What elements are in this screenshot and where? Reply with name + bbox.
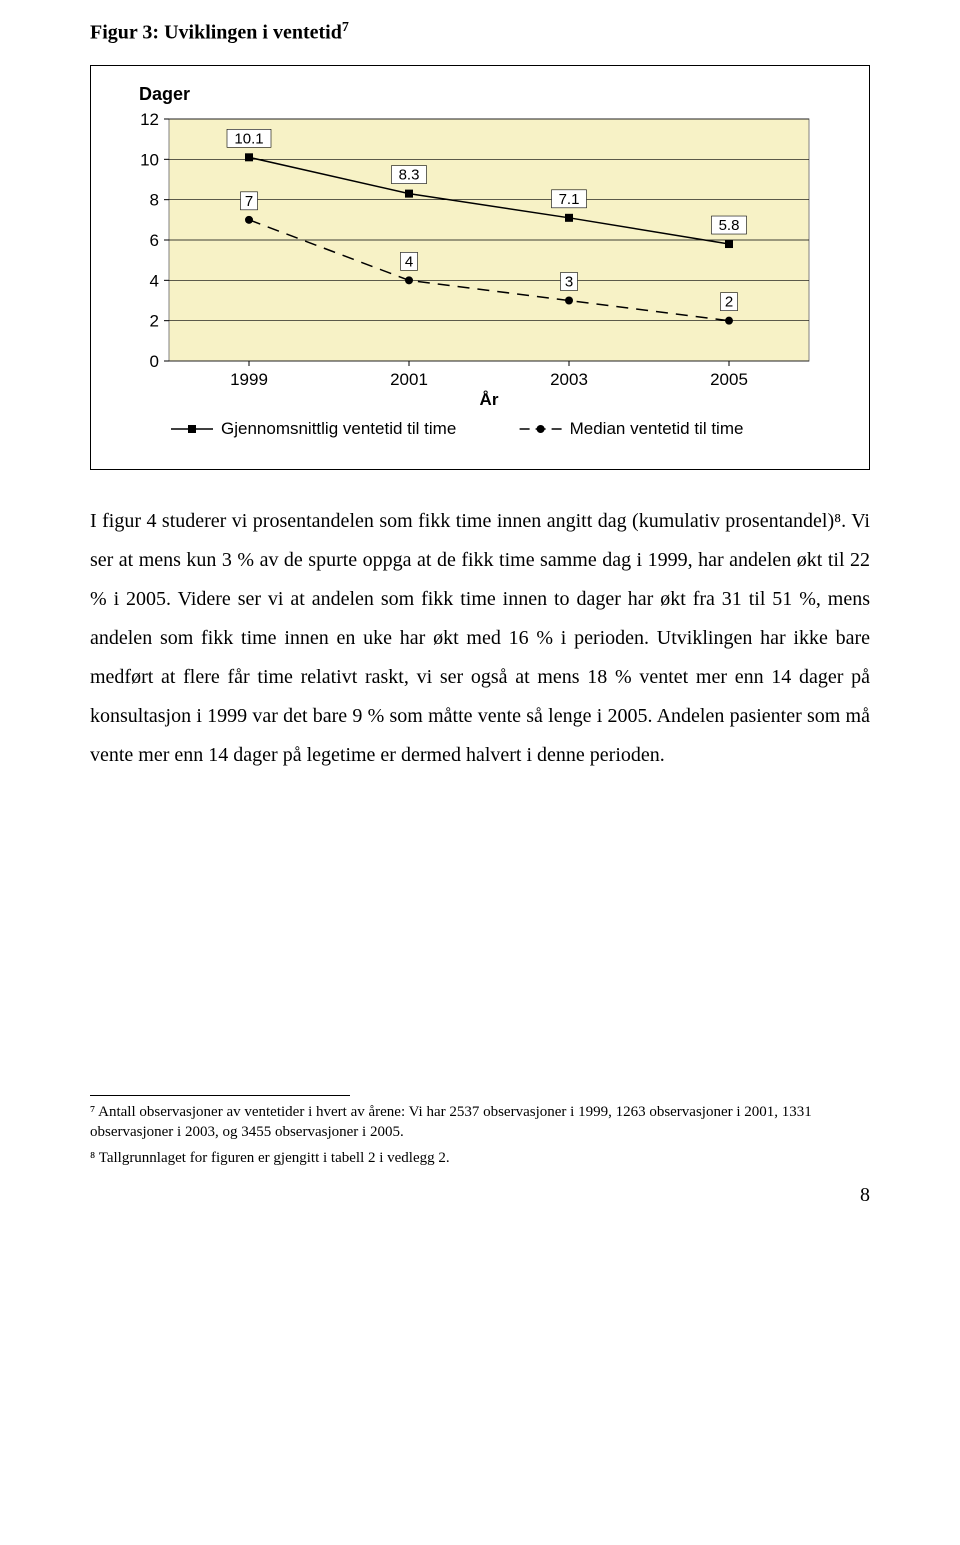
svg-text:8: 8 <box>150 190 159 209</box>
svg-text:12: 12 <box>140 111 159 129</box>
svg-text:4: 4 <box>405 253 413 270</box>
svg-text:10.1: 10.1 <box>234 130 263 147</box>
footnote-8: ⁸ Tallgrunnlaget for figuren er gjengitt… <box>90 1148 870 1168</box>
svg-text:3: 3 <box>565 273 573 290</box>
figure-title-text: Figur 3: Uviklingen i ventetid <box>90 22 342 44</box>
svg-text:Gjennomsnittlig ventetid til t: Gjennomsnittlig ventetid til time <box>221 419 456 438</box>
footnote-7: ⁷ Antall observasjoner av ventetider i h… <box>90 1102 870 1143</box>
footnote-separator <box>90 1095 350 1096</box>
svg-text:2: 2 <box>150 311 159 330</box>
svg-text:7: 7 <box>245 192 253 209</box>
figure-title: Figur 3: Uviklingen i ventetid7 <box>90 20 870 45</box>
svg-text:6: 6 <box>150 231 159 250</box>
svg-text:1999: 1999 <box>230 370 268 389</box>
svg-text:2: 2 <box>725 293 733 310</box>
svg-text:10: 10 <box>140 150 159 169</box>
svg-text:2003: 2003 <box>550 370 588 389</box>
svg-text:0: 0 <box>150 352 159 371</box>
chart-container: Dager 0 2 4 6 8 10 12 1999 2001 2003 2005 År 10.1 8.3… <box>90 65 870 470</box>
body-paragraph: I figur 4 studerer vi prosentandelen som… <box>90 502 870 775</box>
svg-text:År: År <box>480 390 499 409</box>
footnote-marker-7: 7 <box>342 20 349 35</box>
svg-text:4: 4 <box>150 271 159 290</box>
line-chart: 0 2 4 6 8 10 12 1999 2001 2003 2005 År 10.1 8.3 7.1 5.8… <box>109 111 829 456</box>
svg-text:2005: 2005 <box>710 370 748 389</box>
svg-text:2001: 2001 <box>390 370 428 389</box>
y-axis-title: Dager <box>139 84 851 105</box>
page-number: 8 <box>90 1184 870 1207</box>
svg-text:Median ventetid til time: Median ventetid til time <box>570 419 744 438</box>
svg-text:8.3: 8.3 <box>399 166 420 183</box>
svg-text:5.8: 5.8 <box>719 217 740 234</box>
svg-text:7.1: 7.1 <box>559 190 580 207</box>
